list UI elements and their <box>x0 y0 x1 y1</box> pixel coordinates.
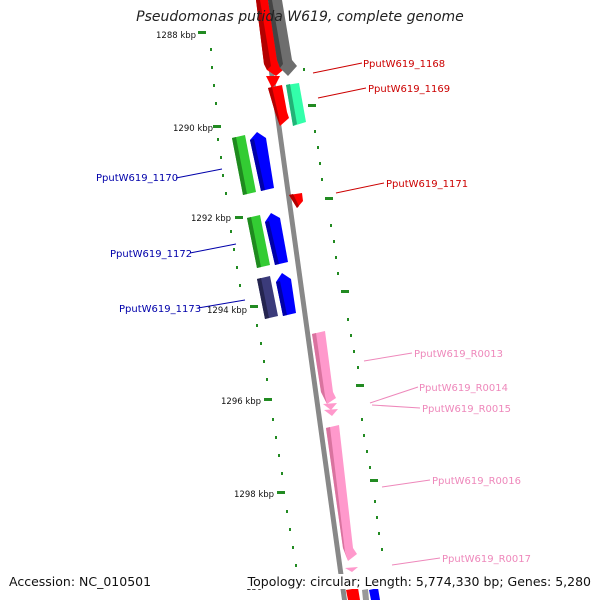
gene-arrow-1172[interactable] <box>265 213 288 265</box>
gene-arrow-bottom-gray[interactable] <box>362 589 369 600</box>
gene-arrow-r0016-shade <box>326 427 348 561</box>
gene-label-1168[interactable]: PputW619_1168 <box>363 59 445 70</box>
gene-label-r0013[interactable]: PputW619_R0013 <box>414 349 503 360</box>
kbp-1288: 1288 kbp <box>156 31 196 41</box>
gene-label-1172[interactable]: PputW619_1172 <box>110 249 192 260</box>
callout-lines-blue <box>175 168 246 309</box>
topology-summary: Topology: circular; Length: 5,774,330 bp… <box>245 574 591 589</box>
gene-arrow-1171-shade <box>289 194 299 208</box>
gene-label-1169[interactable]: PputW619_1169 <box>368 84 450 95</box>
gene-label-r0014[interactable]: PputW619_R0014 <box>419 383 508 394</box>
kbp-1292: 1292 kbp <box>191 214 231 224</box>
gene-arrow-bottom-red[interactable] <box>346 588 360 600</box>
gene-label-r0015[interactable]: PputW619_R0015 <box>422 404 511 415</box>
gene-arrow-r0014[interactable] <box>323 403 337 410</box>
kbp-1290: 1290 kbp <box>173 124 213 134</box>
outer-major-ticks <box>308 104 378 482</box>
gene-label-1170[interactable]: PputW619_1170 <box>96 173 178 184</box>
gene-label-r0017[interactable]: PputW619_R0017 <box>442 554 531 565</box>
gene-arrow-1169-shade <box>286 84 297 126</box>
inner-tick-ring <box>210 48 297 567</box>
gene-label-1173[interactable]: PputW619_1173 <box>119 304 201 315</box>
kbp-1294: 1294 kbp <box>207 306 247 316</box>
map-title: Pseudomonas putida W619, complete genome <box>136 9 464 25</box>
gene-arrow-gray-shade <box>268 0 283 68</box>
callout-lines-pink <box>363 352 441 566</box>
kbp-1298: 1298 kbp <box>234 490 274 500</box>
gene-arrow-r0017[interactable] <box>345 567 358 572</box>
outer-tick-ring <box>303 68 383 551</box>
gene-label-r0016[interactable]: PputW619_R0016 <box>432 476 521 487</box>
genome-backbone <box>259 0 347 600</box>
kbp-1296: 1296 kbp <box>221 397 261 407</box>
gene-arrow-1170-green-shade <box>232 137 247 195</box>
gene-arrow-1170-shade <box>250 139 265 191</box>
gene-arrow-1169-red-shade <box>268 87 280 126</box>
gene-arrow-1173-shade <box>276 281 287 316</box>
gene-arrow-r0013-shade <box>312 333 327 404</box>
gene-arrow-1170[interactable] <box>250 132 274 191</box>
gene-arrow-bottom-blue[interactable] <box>369 588 380 600</box>
inner-major-ticks <box>198 31 285 494</box>
gene-arrow-1168-shade <box>256 0 271 70</box>
gene-label-1171[interactable]: PputW619_1171 <box>386 179 468 190</box>
callout-lines-red <box>312 62 385 194</box>
gene-arrow-1173-navy-shade <box>257 278 269 319</box>
gene-arrow-red-small[interactable] <box>266 76 280 88</box>
accession-text: Accession: NC_010501 <box>9 574 152 589</box>
gene-arrow-1172-green-shade <box>247 217 261 268</box>
gene-arrow-r0015[interactable] <box>324 409 338 416</box>
gene-arrow-1172-shade <box>265 221 279 265</box>
